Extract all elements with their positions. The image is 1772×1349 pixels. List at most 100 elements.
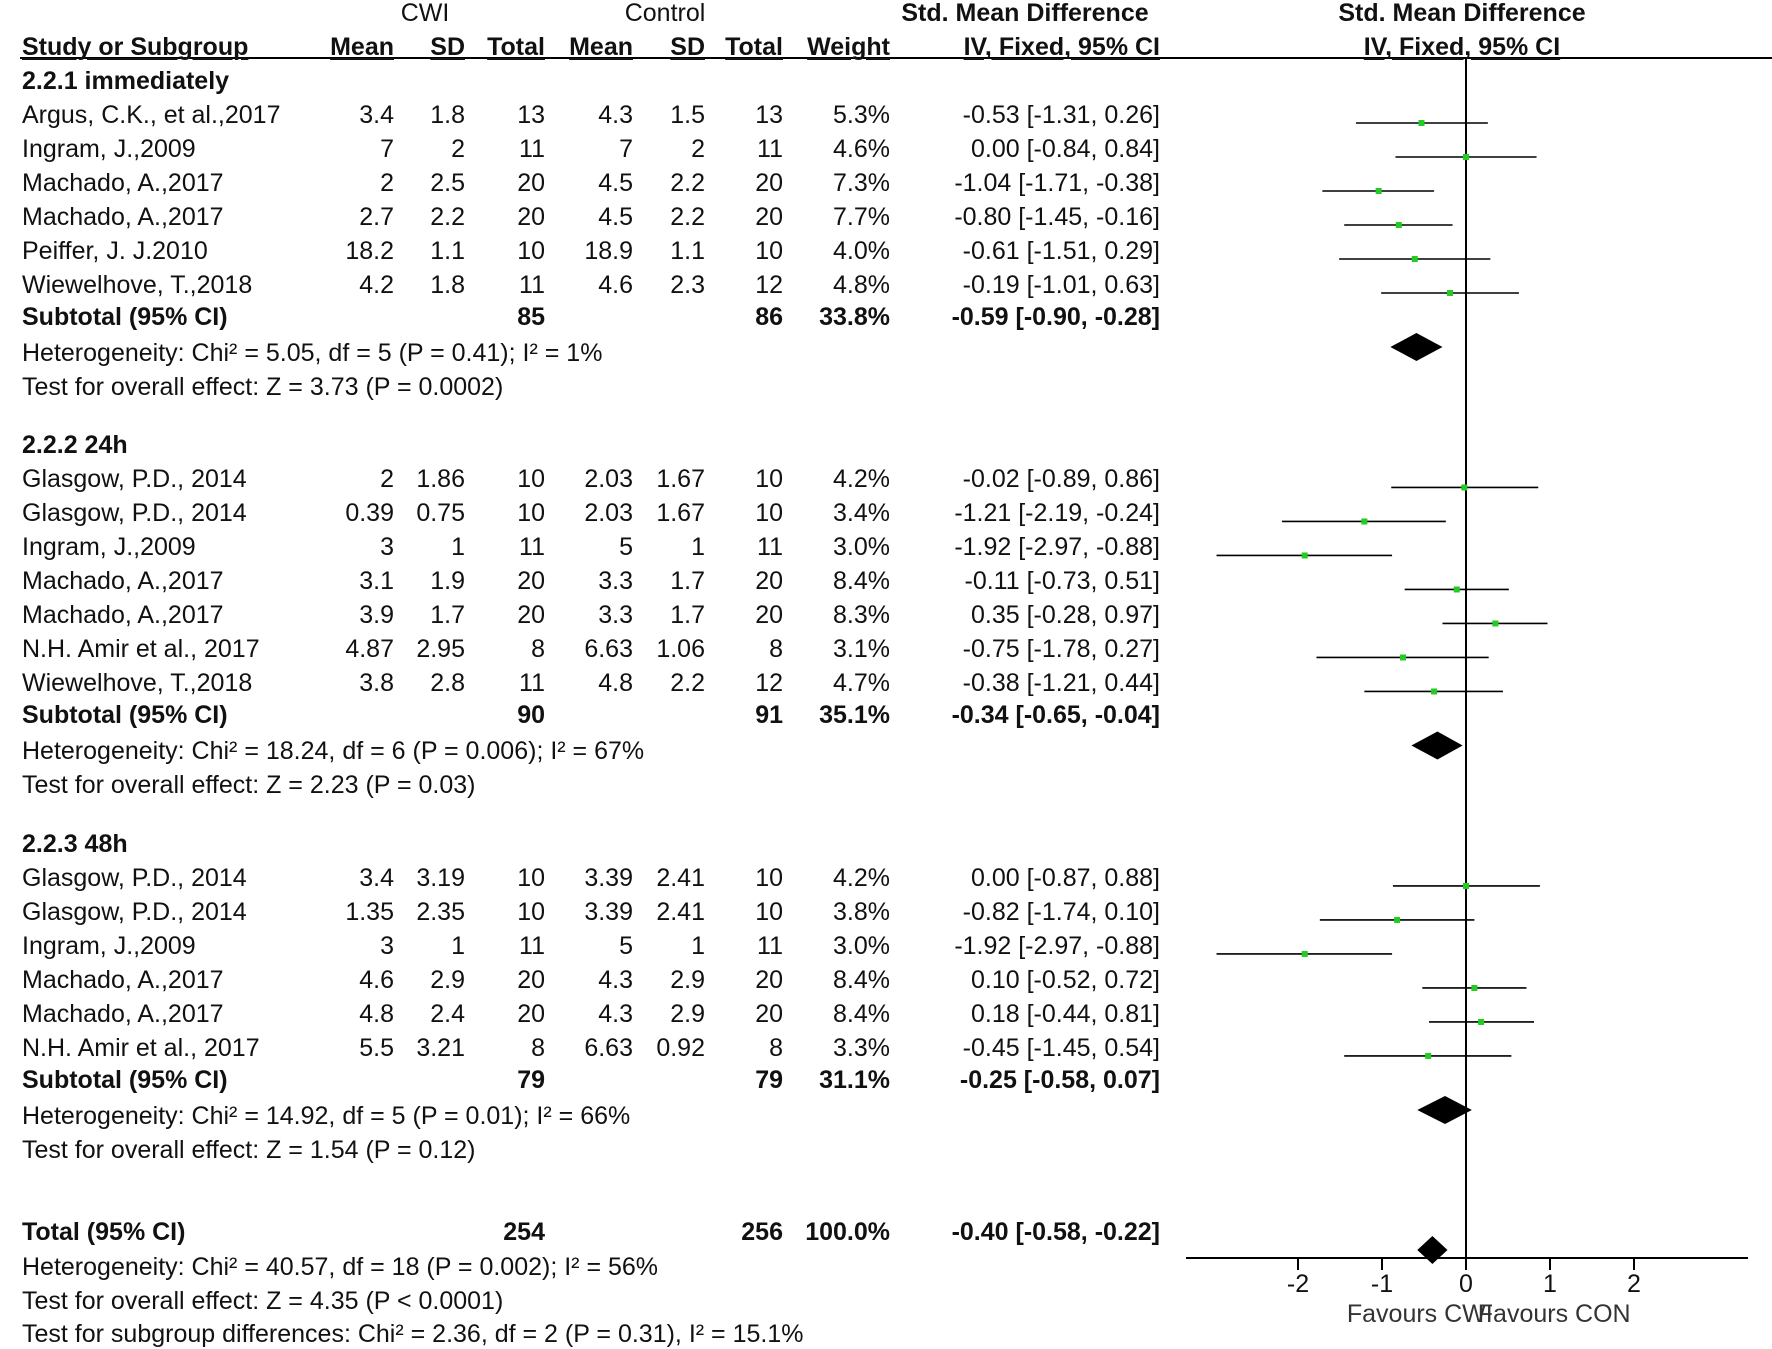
study-mean1: 2 xyxy=(380,465,394,494)
study-name: Glasgow, P.D., 2014 xyxy=(22,499,247,528)
study-total1: 8 xyxy=(531,1033,545,1062)
study-sd1: 2.2 xyxy=(430,203,465,231)
study-total2: 20 xyxy=(755,203,783,231)
subtotal-diamond xyxy=(1390,333,1443,361)
study-name: Machado, A.,2017 xyxy=(22,169,224,197)
col-weight: Weight xyxy=(807,33,890,61)
study-ci: -0.45 [-1.45, 0.54] xyxy=(962,1033,1160,1062)
study-sd1: 1.8 xyxy=(430,271,465,299)
study-point xyxy=(1463,154,1469,160)
study-mean1: 3 xyxy=(380,931,394,960)
study-mean1: 4.87 xyxy=(345,635,394,664)
study-sd1: 1.7 xyxy=(430,601,465,630)
study-sd1: 2.5 xyxy=(430,169,465,197)
heterogeneity-text: Heterogeneity: Chi² = 14.92, df = 5 (P =… xyxy=(22,1101,631,1130)
subtotal-ci: -0.59 [-0.90, -0.28] xyxy=(951,303,1160,331)
subtotal-weight: 33.8% xyxy=(819,303,890,331)
study-total1: 10 xyxy=(517,499,545,528)
subtotal-weight: 31.1% xyxy=(819,1065,890,1094)
study-mean1: 0.39 xyxy=(345,499,394,528)
study-total2: 10 xyxy=(755,863,783,892)
study-name: Machado, A.,2017 xyxy=(22,567,224,596)
study-mean2: 3.39 xyxy=(584,897,633,926)
study-point xyxy=(1418,120,1425,126)
subgroup-differences-text: Test for subgroup differences: Chi² = 2.… xyxy=(22,1320,804,1348)
study-point xyxy=(1395,222,1402,228)
study-point xyxy=(1301,552,1308,559)
study-mean1: 3.4 xyxy=(359,863,394,892)
study-ci: -1.04 [-1.71, -0.38] xyxy=(954,169,1160,197)
study-mean1: 4.8 xyxy=(359,999,394,1028)
subtotal-label: Subtotal (95% CI) xyxy=(22,701,228,730)
study-total2: 20 xyxy=(755,999,783,1028)
study-total2: 11 xyxy=(757,533,783,562)
study-point xyxy=(1478,1018,1485,1025)
col-total2: Total xyxy=(725,33,783,61)
study-total1: 10 xyxy=(517,897,545,926)
study-sd2: 2.41 xyxy=(656,897,705,926)
favours-right-label: Favours CON xyxy=(1478,1300,1631,1328)
subtotal-ci: -0.34 [-0.65, -0.04] xyxy=(951,701,1160,730)
study-sd1: 3.19 xyxy=(416,863,465,892)
study-mean2: 4.6 xyxy=(598,271,633,299)
subtotal-total1: 85 xyxy=(517,303,545,331)
subtotal-total2: 86 xyxy=(755,303,783,331)
study-point xyxy=(1453,586,1460,593)
study-sd1: 2.95 xyxy=(416,635,465,664)
study-mean1: 7 xyxy=(380,135,394,163)
study-total1: 20 xyxy=(517,999,545,1028)
study-total1: 20 xyxy=(517,567,545,596)
study-sd2: 2.41 xyxy=(656,863,705,892)
study-mean1: 3.4 xyxy=(359,101,394,129)
study-total1: 20 xyxy=(517,203,545,231)
study-sd1: 1.86 xyxy=(416,465,465,494)
study-total1: 20 xyxy=(517,169,545,197)
study-total1: 13 xyxy=(517,101,545,129)
study-total1: 20 xyxy=(517,601,545,630)
study-point xyxy=(1375,188,1382,194)
study-total2: 13 xyxy=(755,101,783,129)
subtotal-weight: 35.1% xyxy=(819,701,890,730)
study-ci: -0.75 [-1.78, 0.27] xyxy=(962,635,1160,664)
study-ci: -1.21 [-2.19, -0.24] xyxy=(954,499,1160,528)
study-total2: 11 xyxy=(757,135,783,163)
heterogeneity-text: Heterogeneity: Chi² = 18.24, df = 6 (P =… xyxy=(22,737,645,766)
col-study: Study or Subgroup xyxy=(22,33,249,61)
study-sd2: 1.67 xyxy=(656,465,705,494)
study-weight: 4.0% xyxy=(833,237,890,265)
subgroup-title: 2.2.3 48h xyxy=(22,829,128,858)
study-sd1: 2.8 xyxy=(430,669,465,698)
study-sd1: 1 xyxy=(451,533,465,562)
subtotal-ci: -0.25 [-0.58, 0.07] xyxy=(959,1065,1160,1094)
study-mean2: 18.9 xyxy=(584,237,633,265)
x-tick-label: -2 xyxy=(1287,1270,1309,1298)
total-total1: 254 xyxy=(503,1218,545,1246)
study-mean2: 5 xyxy=(619,931,633,960)
study-ci: 0.00 [-0.87, 0.88] xyxy=(970,863,1160,892)
subtotal-total1: 79 xyxy=(517,1065,545,1094)
study-total1: 10 xyxy=(517,465,545,494)
study-sd1: 2.9 xyxy=(430,965,465,994)
study-weight: 8.4% xyxy=(833,965,890,994)
study-name: Machado, A.,2017 xyxy=(22,203,224,231)
total-weight: 100.0% xyxy=(805,1218,890,1246)
study-total2: 12 xyxy=(755,271,783,299)
study-total1: 8 xyxy=(531,635,545,664)
x-tick-label: 1 xyxy=(1543,1270,1557,1298)
favours-left-label: Favours CWI xyxy=(1347,1300,1493,1328)
group2-label: Control xyxy=(624,0,706,27)
study-sd2: 1.5 xyxy=(670,101,705,129)
study-total1: 10 xyxy=(517,863,545,892)
study-ci: 0.35 [-0.28, 0.97] xyxy=(970,601,1160,630)
study-weight: 4.6% xyxy=(833,135,890,163)
study-weight: 3.0% xyxy=(833,533,890,562)
study-sd2: 1.67 xyxy=(656,499,705,528)
subtotal-label: Subtotal (95% CI) xyxy=(22,303,228,331)
study-total2: 8 xyxy=(769,635,783,664)
study-ci: -0.80 [-1.45, -0.16] xyxy=(954,203,1160,231)
x-tick-label: -1 xyxy=(1371,1270,1393,1298)
study-mean2: 4.3 xyxy=(598,999,633,1028)
study-name: Ingram, J.,2009 xyxy=(22,931,196,960)
study-mean1: 3.9 xyxy=(359,601,394,630)
overall-effect-text: Test for overall effect: Z = 2.23 (P = 0… xyxy=(22,771,476,800)
